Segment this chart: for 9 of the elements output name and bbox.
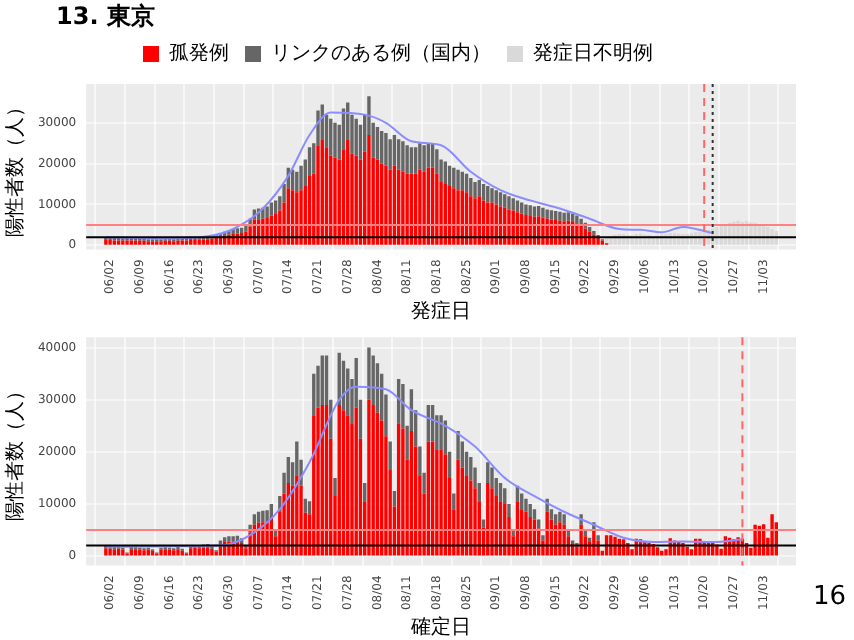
legend-label: 孤発例	[169, 41, 229, 66]
text: 16	[812, 582, 846, 612]
y-axis-title: 陽性者数（人）	[3, 381, 28, 522]
y-axis-title: 陽性者数（人）	[3, 96, 28, 237]
x-axis-title: 発症日	[411, 299, 472, 324]
x-axis-title: 確定日	[409, 615, 472, 640]
legend-label: リンクのある例（国内）	[271, 41, 491, 66]
legend-label: 発症日不明例	[533, 41, 653, 66]
chart-title: 13. 東京	[56, 0, 155, 34]
